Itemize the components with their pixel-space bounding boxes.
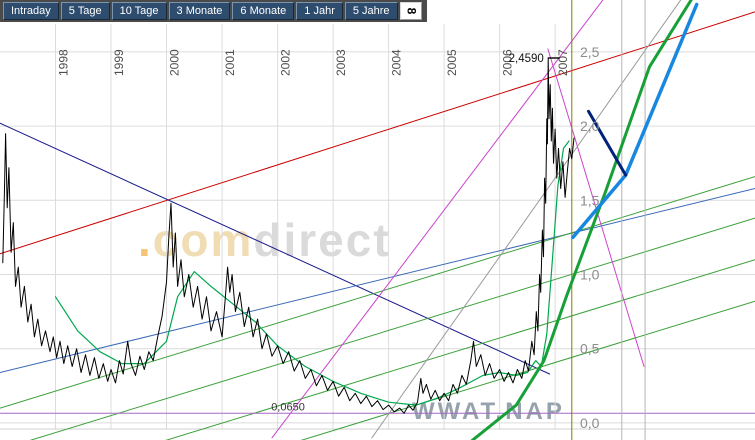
tab-10-tage[interactable]: 10 Tage bbox=[111, 2, 167, 20]
x-axis-label-1999: 1999 bbox=[112, 49, 126, 76]
ma-line bbox=[54, 140, 570, 406]
y-axis-label-1,0: 1,0 bbox=[580, 267, 600, 283]
tab-intraday[interactable]: Intraday bbox=[3, 2, 59, 20]
tab-label-3-monate: 3 Monate bbox=[176, 5, 223, 17]
x-axis-label-2007: 2007 bbox=[556, 49, 570, 76]
symbol-watermark: WWAT.NAP bbox=[412, 398, 565, 425]
tab-3-monate[interactable]: 3 Monate bbox=[168, 2, 231, 20]
navy-falling-trend bbox=[0, 122, 551, 375]
tab-label-10-tage: 10 Tage bbox=[119, 5, 159, 17]
tab-label-5-jahre: 5 Jahre bbox=[352, 5, 390, 17]
x-axis-label-2006: 2006 bbox=[501, 49, 515, 76]
tab-label-intraday: Intraday bbox=[11, 5, 51, 17]
timeframe-tabs: Intraday 5 Tage 10 Tage 3 Monate 6 Monate 1 J… bbox=[3, 2, 423, 20]
tab-5-jahre[interactable]: 5 Jahre bbox=[344, 2, 398, 20]
red-rising-trend bbox=[0, 11, 755, 255]
thick-green-projection bbox=[470, 0, 693, 440]
timeframe-toolbar: Intraday 5 Tage 10 Tage 3 Monate 6 Monate 1 J… bbox=[0, 0, 428, 22]
x-axis-label-2001: 2001 bbox=[223, 49, 237, 76]
green-channel-4 bbox=[300, 300, 755, 440]
thick-navy-segment bbox=[587, 109, 628, 177]
steelblue-rising-trend bbox=[0, 188, 755, 373]
magenta-rising-trend bbox=[271, 0, 604, 439]
x-axis-label-1998: 1998 bbox=[57, 49, 71, 76]
tab-6-monate[interactable]: 6 Monate bbox=[232, 2, 295, 20]
peak-price-label: 2,4590 bbox=[509, 53, 544, 65]
y-axis-label-1,5: 1,5 bbox=[580, 192, 600, 208]
comdirect-watermark: .comdirect bbox=[138, 213, 391, 267]
comdirect-watermark-dot: . bbox=[138, 214, 153, 266]
green-channel-3 bbox=[165, 259, 755, 440]
comdirect-watermark-direct: direct bbox=[253, 214, 391, 266]
green-channel-1 bbox=[0, 176, 755, 409]
x-axis-label-2000: 2000 bbox=[168, 49, 182, 76]
tab-label-5-tage: 5 Tage bbox=[68, 5, 102, 17]
comdirect-watermark-com: com bbox=[152, 214, 254, 266]
gray-rising-trend bbox=[371, 0, 682, 439]
y-axis-label-2,0: 2,0 bbox=[580, 118, 600, 134]
x-axis-label-2005: 2005 bbox=[445, 49, 459, 76]
x-axis-label-2002: 2002 bbox=[279, 49, 293, 76]
y-axis-label-0,0: 0,0 bbox=[580, 415, 600, 431]
x-axis-label-2004: 2004 bbox=[390, 49, 404, 76]
low-price-label: 0,0650 bbox=[271, 401, 305, 413]
y-axis-label-0,5: 0,5 bbox=[580, 341, 600, 357]
y-axis-label-2,5: 2,5 bbox=[580, 44, 600, 60]
tab-label-6-monate: 6 Monate bbox=[240, 5, 287, 17]
tab-1-jahr[interactable]: 1 Jahr bbox=[296, 2, 343, 20]
green-channel-2 bbox=[29, 217, 755, 440]
tab-max[interactable]: 8 bbox=[399, 2, 423, 20]
x-axis-label-2003: 2003 bbox=[334, 49, 348, 76]
tab-5-tage[interactable]: 5 Tage bbox=[60, 2, 110, 20]
tab-label-max: 8 bbox=[403, 7, 418, 15]
tab-label-1-jahr: 1 Jahr bbox=[304, 5, 335, 17]
price-line bbox=[2, 57, 575, 414]
